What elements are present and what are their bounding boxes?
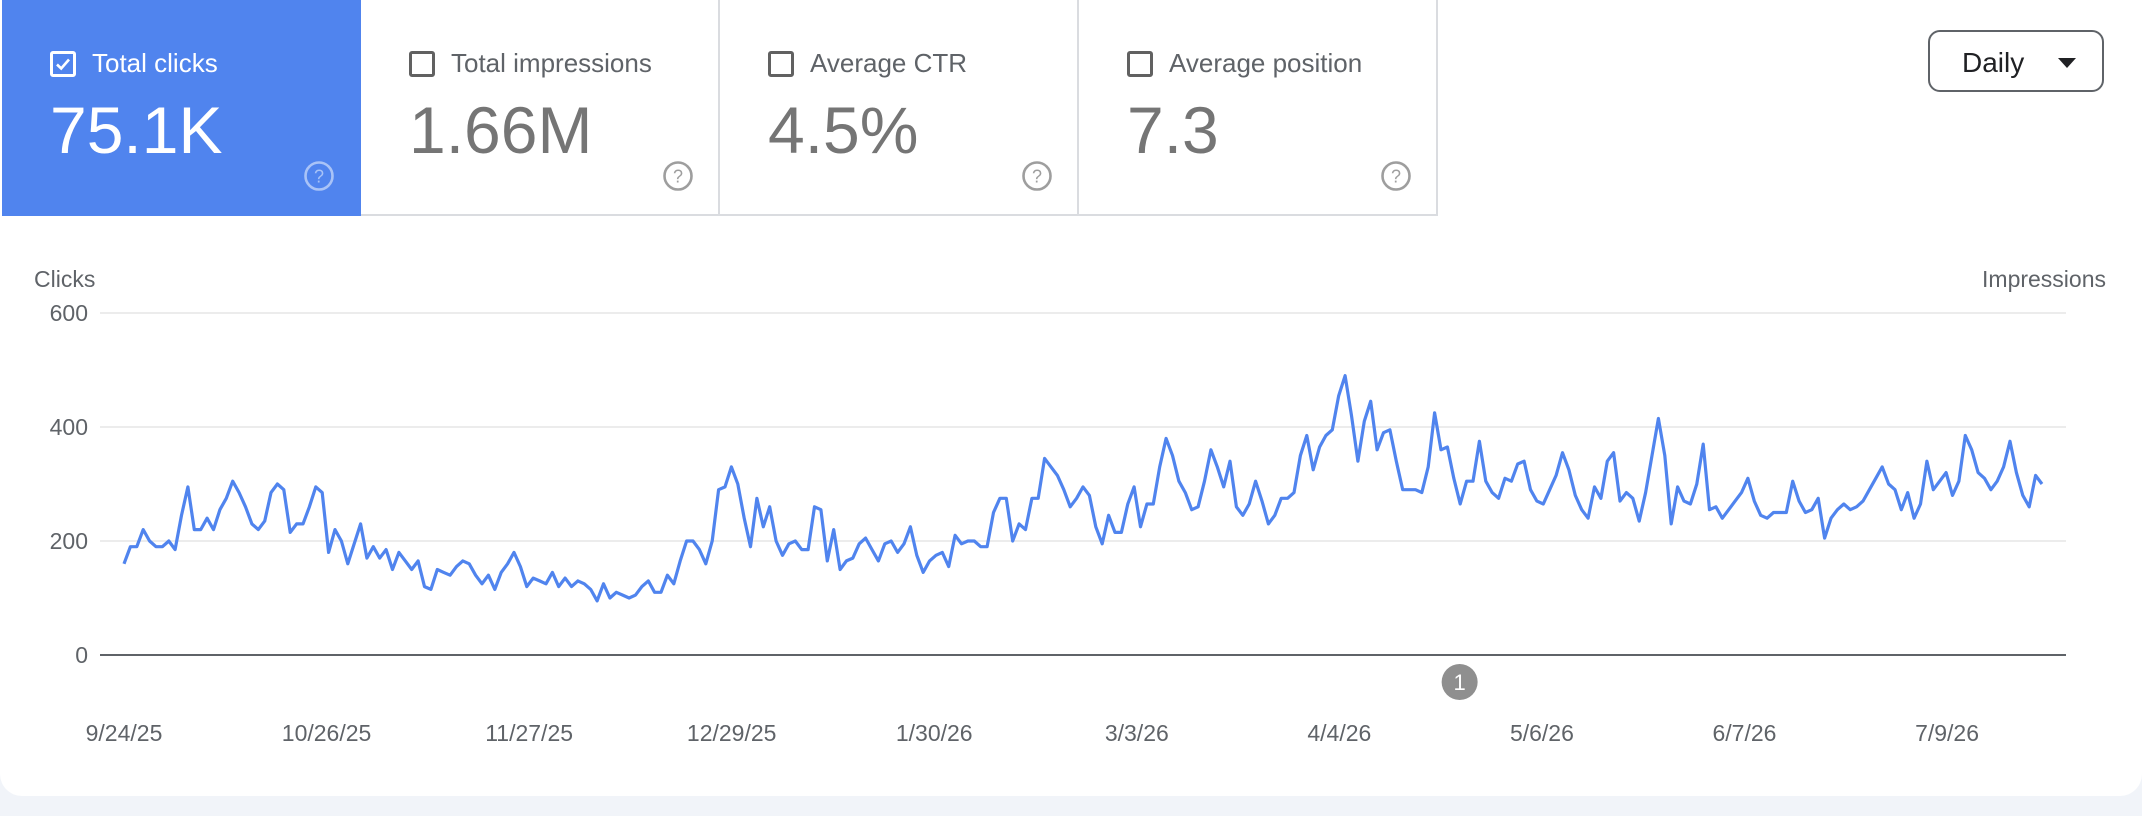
dropdown-value: Daily <box>1962 47 2025 78</box>
metric-average-position[interactable]: Average position 7.3 ? <box>1079 0 1438 216</box>
y-tick-label: 600 <box>50 300 88 326</box>
help-circle-icon[interactable]: ? <box>1380 160 1412 192</box>
metric-label: Average CTR <box>810 48 968 78</box>
svg-text:?: ? <box>673 167 683 187</box>
metric-value: 75.1K <box>50 93 223 167</box>
x-tick-label: 10/26/25 <box>282 720 372 746</box>
svg-text:?: ? <box>1391 167 1401 187</box>
y-tick-label: 0 <box>75 642 88 668</box>
y-tick-label: 400 <box>50 414 88 440</box>
y2-axis-title: Impressions <box>1982 266 2106 292</box>
x-tick-label: 3/3/26 <box>1105 720 1169 746</box>
checkbox-checked[interactable] <box>50 50 76 77</box>
x-tick-label: 12/29/25 <box>687 720 777 746</box>
metric-label: Average position <box>1169 48 1363 78</box>
help-circle-icon[interactable]: ? <box>662 160 694 192</box>
metric-total-impressions[interactable]: Total impressions 1.66M ? <box>361 0 720 216</box>
check-icon <box>56 58 70 70</box>
metric-value: 1.66M <box>409 93 593 167</box>
help-circle-icon[interactable]: ? <box>303 160 335 192</box>
annotation-marker <box>1441 664 1478 700</box>
svg-text:?: ? <box>314 167 324 187</box>
y-axis-title: Clicks <box>34 266 96 292</box>
y-tick-label: 200 <box>50 528 88 554</box>
metric-label: Total impressions <box>451 48 652 78</box>
x-tick-label: 5/6/26 <box>1510 720 1574 746</box>
metric-label: Total clicks <box>92 48 218 78</box>
x-tick-label: 7/9/26 <box>1915 720 1979 746</box>
metric-total-clicks[interactable]: Total clicks 75.1K ? <box>2 0 361 216</box>
annotation-label: 1 <box>1454 670 1466 695</box>
granularity-dropdown[interactable]: Daily <box>1928 30 2104 92</box>
x-tick-label: 4/4/26 <box>1307 720 1371 746</box>
checkbox-unchecked[interactable] <box>768 50 794 77</box>
metric-value: 7.3 <box>1127 93 1219 167</box>
x-tick-label: 6/7/26 <box>1713 720 1777 746</box>
x-tick-label: 9/24/25 <box>86 720 163 746</box>
caret-down-icon <box>2058 58 2076 68</box>
checkbox-unchecked[interactable] <box>1127 50 1153 77</box>
performance-card: Total clicks 75.1K ? Total impressions 1… <box>0 0 2142 796</box>
svg-text:?: ? <box>1032 167 1042 187</box>
x-tick-label: 11/27/25 <box>485 720 573 746</box>
clicks-line-chart: 600 400 200 0 9/24/25 10/26/25 11/27/25 12/29/2… <box>50 300 2066 746</box>
x-tick-label: 1/30/26 <box>896 720 973 746</box>
help-circle-icon[interactable]: ? <box>1021 160 1053 192</box>
metric-value: 4.5% <box>768 93 919 167</box>
checkbox-unchecked[interactable] <box>409 50 435 77</box>
metric-average-ctr[interactable]: Average CTR 4.5% ? <box>720 0 1079 216</box>
clicks-series-line <box>122 374 2044 603</box>
